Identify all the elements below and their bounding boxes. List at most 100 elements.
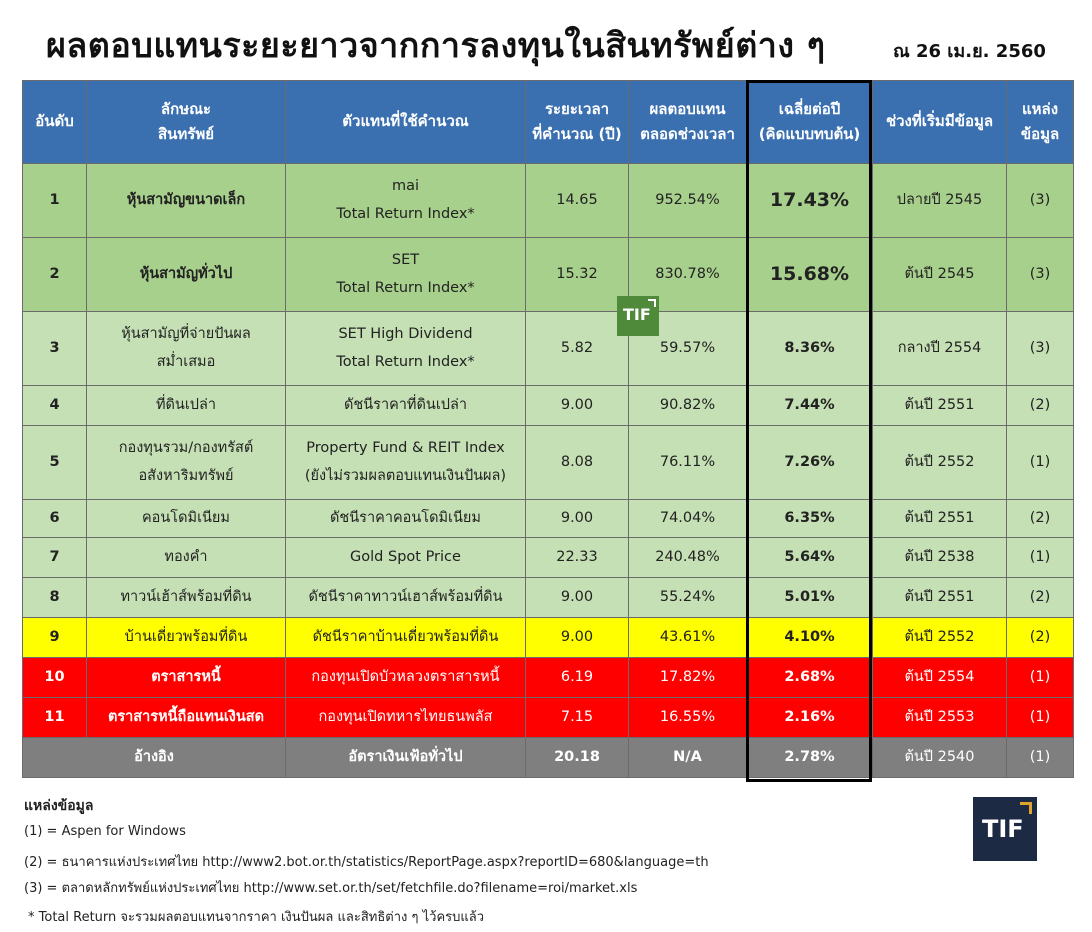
asset-cell: ทาวน์เฮ้าส์พร้อมที่ดิน [86,577,286,618]
years-cell: 9.00 [525,617,629,658]
table-row: 4 ที่ดินเปล่า ดัชนีราคาที่ดินเปล่า 9.00 90.8… [22,385,1074,426]
rank-cell: 4 [22,385,87,426]
avg-return-cell: 15.68% [746,237,873,312]
rank-cell: 2 [22,237,87,312]
source-cell: (1) [1006,537,1074,578]
col-asset-header: ลักษณะ สินทรัพย์ [86,80,286,164]
col-rank-header: อันดับ [22,80,87,164]
index-cell-line1: ดัชนีราคาที่ดินเปล่า [343,396,468,413]
avg-return-cell: 5.01% [746,577,873,618]
avg-return-cell: 6.35% [746,499,873,538]
index-cell-line2: Total Return Index* [336,279,475,296]
total-return-cell: 17.82% [628,657,747,698]
asset-cell: ตราสารหนี้ถือแทนเงินสด [86,697,286,738]
avg-return-cell: 17.43% [746,163,873,238]
asset-cell-line2: สม่ำเสมอ [156,353,216,370]
index-cell-line1: mai [391,177,420,194]
index-cell: กองทุนเปิดทหารไทยธนพลัส [285,697,526,738]
source-cell: (3) [1006,237,1074,312]
source-note-2: (2) = ธนาคารแห่งประเทศไทย http://www2.bo… [24,855,709,870]
total-return-cell: 43.61% [628,617,747,658]
total-return-cell: 74.04% [628,499,747,538]
start-cell: ต้นปี 2538 [872,537,1007,578]
index-cell-line1: Gold Spot Price [350,548,461,565]
index-cell-line1: กองทุนเปิดบัวหลวงตราสารหนี้ [311,668,500,685]
years-cell: 15.32 [525,237,629,312]
avg-return-cell: 2.68% [746,657,873,698]
asset-cell-line1: หุ้นสามัญทั่วไป [139,265,233,282]
years-cell: 8.08 [525,425,629,500]
table-row: 11 ตราสารหนี้ถือแทนเงินสด กองทุนเปิดทหารไท… [22,697,1074,738]
index-cell-line2: (ยังไม่รวมผลตอบแทนเงินปันผล) [304,467,507,484]
source-cell: (1) [1006,657,1074,698]
index-cell: SET Total Return Index* [285,237,526,312]
index-cell-line1: SET High Dividend [338,325,473,342]
source-cell: (3) [1006,163,1074,238]
asset-cell-line1: ตราสารหนี้ [151,668,221,685]
table-header-row: อันดับ ลักษณะ สินทรัพย์ ตัวแทนที่ใช้คำนวณ… [22,80,1074,164]
start-cell: ต้นปี 2551 [872,577,1007,618]
table-row: 6 คอนโดมิเนียม ดัชนีราคาคอนโดมิเนียม 9.00 74… [22,499,1074,538]
rank-cell: 1 [22,163,87,238]
start-cell: ต้นปี 2551 [872,385,1007,426]
index-cell: กองทุนเปิดบัวหลวงตราสารหนี้ [285,657,526,698]
index-cell-line1: SET [391,251,420,268]
source-cell: (2) [1006,499,1074,538]
avg-return-cell: 2.16% [746,697,873,738]
index-cell: SET High Dividend Total Return Index* [285,311,526,386]
col-start-header: ช่วงที่เริ่มมีข้อมูล [872,80,1007,164]
years-cell: 14.65 [525,163,629,238]
index-cell: ดัชนีราคาทาวน์เฮาส์พร้อมที่ดิน [285,577,526,618]
source-note-3: (3) = ตลาดหลักทรัพย์แห่งประเทศไทย http:/… [24,881,638,896]
avg-return-cell: 7.44% [746,385,873,426]
start-cell: ต้นปี 2552 [872,617,1007,658]
rank-cell: 11 [22,697,87,738]
start-cell: ต้นปี 2553 [872,697,1007,738]
table-row: 3 หุ้นสามัญที่จ่ายปันผล สม่ำเสมอ SET High D… [22,311,1074,386]
asset-cell-line1: ตราสารหนี้ถือแทนเงินสด [107,708,265,725]
start-cell: ต้นปี 2551 [872,499,1007,538]
index-cell: ดัชนีราคาคอนโดมิเนียม [285,499,526,538]
asset-cell: คอนโดมิเนียม [86,499,286,538]
as-of-date: ณ 26 เม.ย. 2560 [893,41,1046,62]
index-cell-line1: Property Fund & REIT Index [306,439,505,456]
asset-cell: ตราสารหนี้ [86,657,286,698]
index-cell: ดัชนีราคาบ้านเดี่ยวพร้อมที่ดิน [285,617,526,658]
tif-watermark-logo: TIF [617,296,659,336]
tif-logo: TIF [973,797,1037,861]
asset-cell-line1: ที่ดินเปล่า [155,396,217,413]
source-cell: (1) [1006,425,1074,500]
col-period-header: ระยะเวลา ที่คำนวณ (ปี) [525,80,629,164]
index-cell-line2: Total Return Index* [336,353,475,370]
start-cell: ต้นปี 2545 [872,237,1007,312]
index-cell-line2: Total Return Index* [336,205,475,222]
rank-cell: 8 [22,577,87,618]
start-cell: ต้นปี 2554 [872,657,1007,698]
total-return-cell: 16.55% [628,697,747,738]
start-cell: กลางปี 2554 [872,311,1007,386]
index-cell: ดัชนีราคาที่ดินเปล่า [285,385,526,426]
table-row: 8 ทาวน์เฮ้าส์พร้อมที่ดิน ดัชนีราคาทาวน์เฮา… [22,577,1074,618]
table-row: 9 บ้านเดี่ยวพร้อมที่ดิน ดัชนีราคาบ้านเดี่ย… [22,617,1074,658]
source-note-1: (1) = Aspen for Windows [24,824,186,839]
asset-cell-line1: คอนโดมิเนียม [141,509,230,526]
asset-cell-line2: อสังหาริมทรัพย์ [138,467,234,484]
index-cell: Gold Spot Price [285,537,526,578]
total-return-cell: 55.24% [628,577,747,618]
asset-cell: บ้านเดี่ยวพร้อมที่ดิน [86,617,286,658]
page-title: ผลตอบแทนระยะยาวจากการลงทุนในสินทรัพย์ต่า… [46,26,826,66]
rank-cell: 5 [22,425,87,500]
col-source-header: แหล่ง ข้อมูล [1006,80,1074,164]
asset-cell: หุ้นสามัญทั่วไป [86,237,286,312]
asset-cell-line1: ทาวน์เฮ้าส์พร้อมที่ดิน [120,588,252,605]
asset-cell-line1: ทองคำ [164,548,208,565]
table-row: 2 หุ้นสามัญทั่วไป SET Total Return Index* 15… [22,237,1074,312]
returns-table: อันดับ ลักษณะ สินทรัพย์ ตัวแทนที่ใช้คำนวณ… [22,80,1074,778]
source-cell: (1) [1006,737,1074,778]
col-index-header: ตัวแทนที่ใช้คำนวณ [285,80,526,164]
index-cell: Property Fund & REIT Index (ยังไม่รวมผลตอ… [285,425,526,500]
col-avg-header: เฉลี่ยต่อปี (คิดแบบทบต้น) [746,80,873,164]
asset-cell: ทองคำ [86,537,286,578]
asset-cell-line1: กองทุนรวม/กองทรัสต์ [118,439,254,456]
years-cell: 6.19 [525,657,629,698]
